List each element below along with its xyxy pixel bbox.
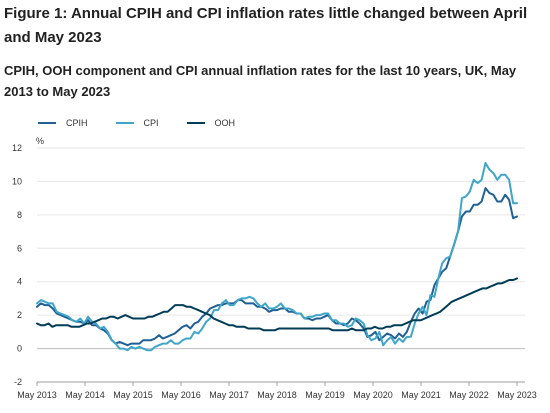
legend-item-cpi: CPI [115, 118, 159, 128]
legend-label-ooh: OOH [214, 118, 236, 128]
grid-lines [37, 147, 525, 383]
chart-title: Figure 1: Annual CPIH and CPI inflation … [4, 5, 528, 46]
legend-item-cpih: CPIH [38, 118, 88, 128]
y-tick-label: 4 [17, 277, 22, 287]
x-tick-label: May 2017 [209, 390, 249, 400]
series-lines [36, 162, 518, 352]
y-tick-label: 8 [17, 210, 22, 220]
series-line-ooh [36, 277, 518, 332]
series-line-cpih [36, 187, 518, 347]
legend-label-cpih: CPIH [66, 118, 88, 128]
legend-item-ooh: OOH [186, 118, 236, 128]
chart-legend: CPIH CPI OOH [38, 116, 263, 130]
x-tick-label: May 2020 [353, 390, 393, 400]
x-tick-label: May 2016 [161, 390, 201, 400]
x-tick-label: May 2023 [497, 390, 537, 400]
legend-swatch-ooh [186, 122, 205, 124]
legend-label-cpi: CPI [143, 118, 159, 128]
x-tick-label: May 2019 [305, 390, 345, 400]
y-tick-label: 6 [17, 243, 22, 253]
y-tick-label: 0 [17, 344, 22, 354]
axes: -2 0 2 4 6 8 10 12 May 2013 May 2014 May 2015 May 2… [12, 143, 537, 400]
x-tick-label: May 2013 [17, 390, 57, 400]
x-tick-label: May 2022 [449, 390, 489, 400]
y-axis-unit-label: % [36, 136, 44, 146]
x-tick-label: May 2014 [65, 390, 105, 400]
legend-swatch-cpi [115, 122, 134, 124]
x-tick-label: May 2018 [257, 390, 297, 400]
x-tick-label: May 2021 [401, 390, 441, 400]
x-tick-label: May 2015 [113, 390, 153, 400]
y-tick-label: 12 [12, 143, 22, 153]
y-tick-label: 2 [17, 310, 22, 320]
series-line-cpi [36, 162, 518, 352]
y-tick-label: 10 [12, 176, 22, 186]
legend-swatch-cpih [38, 122, 56, 124]
chart-subtitle: CPIH, OOH component and CPI annual infla… [4, 63, 517, 99]
y-tick-label: -2 [14, 377, 22, 387]
